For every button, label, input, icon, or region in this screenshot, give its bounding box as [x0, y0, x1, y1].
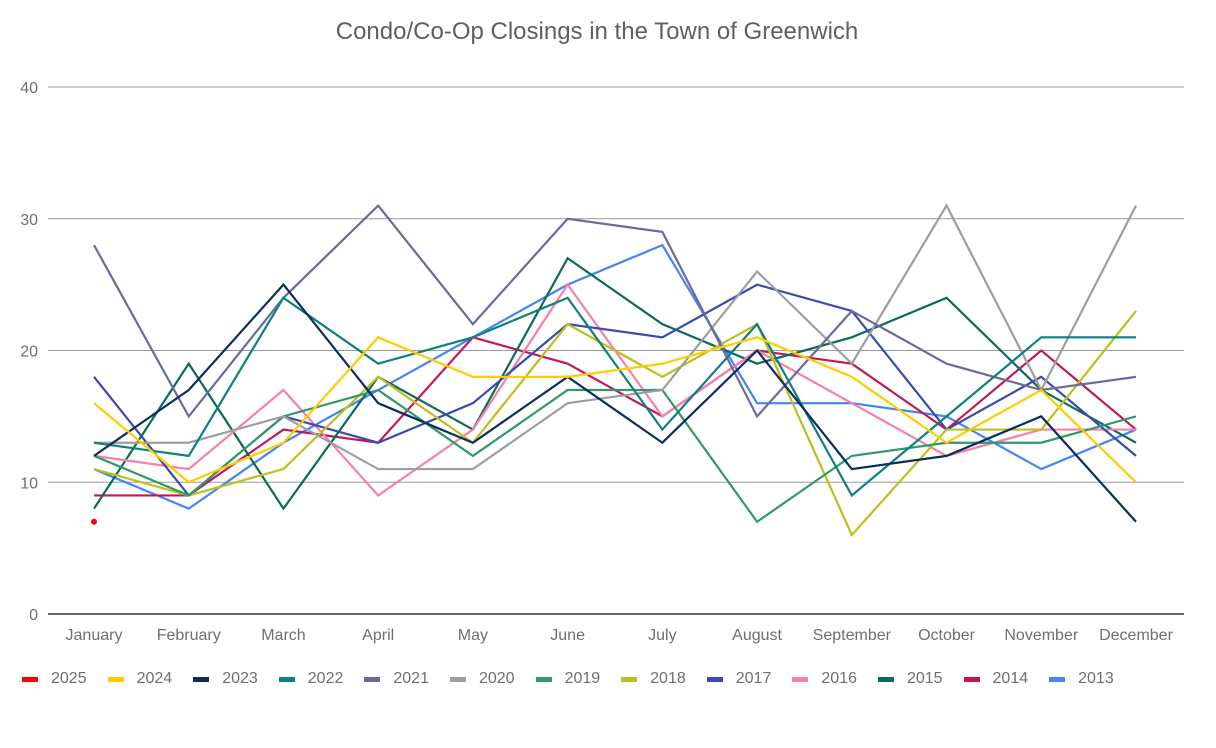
series-line-2024 [93, 336, 1137, 484]
legend-label: 2025 [51, 670, 87, 687]
series-line-2022 [93, 296, 1136, 498]
legend-item-2018[interactable]: 2018 [621, 670, 686, 688]
y-tick-label: 10 [20, 475, 38, 492]
series-2023 [93, 282, 1137, 523]
legend-item-2023[interactable]: 2023 [193, 670, 258, 688]
x-tick-label: April [362, 627, 394, 644]
series-2025 [91, 518, 97, 525]
x-tick-label: January [66, 627, 123, 644]
legend-swatch [877, 676, 894, 682]
legend-swatch [449, 676, 466, 682]
legend-label: 2014 [992, 670, 1029, 687]
x-axis-ticks: January February March April May June July Augu… [66, 627, 1174, 644]
legend-item-2019[interactable]: 2019 [535, 670, 601, 688]
legend-item-2013[interactable]: 2013 [1049, 670, 1114, 688]
legend: 2025 2024 2023 2022 2021 2020 2019 2018 2017 2016… [22, 670, 1135, 688]
series-line-2018 [93, 310, 1137, 537]
legend-label: 2018 [650, 670, 686, 687]
legend-swatch [1049, 676, 1066, 682]
x-tick-label: December [1099, 627, 1173, 644]
legend-label: 2013 [1078, 670, 1114, 687]
legend-swatch [107, 676, 124, 682]
x-tick-label: February [157, 627, 221, 644]
legend-item-2022[interactable]: 2022 [278, 670, 344, 688]
legend-swatch [706, 676, 723, 682]
legend-label: 2016 [821, 670, 857, 687]
x-tick-label: August [732, 627, 782, 644]
legend-label: 2023 [222, 670, 258, 687]
y-tick-label: 30 [20, 212, 38, 229]
legend-swatch [535, 676, 552, 682]
legend-label: 2019 [564, 670, 601, 687]
x-tick-label: March [261, 627, 305, 644]
x-tick-label: September [813, 627, 892, 644]
x-tick-label: November [1004, 627, 1078, 644]
series-2020 [94, 203, 1137, 471]
legend-swatch [193, 676, 210, 682]
series-line-2015 [93, 256, 1137, 511]
series-2018 [93, 310, 1137, 537]
legend-swatch [22, 676, 38, 682]
x-tick-label: June [550, 627, 585, 644]
legend-swatch [364, 676, 381, 682]
series-lines [91, 203, 1137, 537]
series-line-2021 [93, 203, 1137, 419]
series-2022 [93, 296, 1136, 498]
legend-item-2020[interactable]: 2020 [449, 670, 515, 688]
legend-label: 2021 [393, 670, 429, 687]
legend-item-2025[interactable]: 2025 [22, 670, 87, 688]
x-tick-label: May [458, 627, 488, 644]
series-line-2020 [94, 203, 1137, 471]
legend-swatch [278, 676, 295, 682]
series-2021 [93, 203, 1137, 419]
legend-item-2024[interactable]: 2024 [107, 670, 173, 688]
y-tick-label: 0 [29, 607, 38, 624]
series-line-2023 [93, 282, 1137, 523]
series-line-2019 [93, 388, 1137, 524]
series-2013 [93, 243, 1137, 510]
legend-label: 2017 [735, 670, 772, 687]
legend-label: 2024 [136, 670, 173, 687]
series-line-2013 [93, 243, 1137, 510]
y-tick-label: 40 [20, 80, 38, 97]
legend-label: 2020 [478, 670, 515, 687]
series-2015 [93, 256, 1137, 511]
x-tick-label: October [918, 627, 976, 644]
y-tick-label: 20 [20, 344, 38, 361]
chart-title: Condo/Co-Op Closings in the Town of Gree… [335, 18, 859, 45]
x-tick-label: July [648, 627, 676, 644]
series-2024 [93, 336, 1137, 484]
legend-item-2016[interactable]: 2016 [792, 670, 857, 688]
legend-label: 2015 [906, 670, 943, 687]
legend-label: 2022 [307, 670, 344, 687]
legend-swatch [963, 676, 980, 682]
legend-item-2017[interactable]: 2017 [706, 670, 772, 688]
legend-swatch [621, 676, 638, 682]
legend-item-2021[interactable]: 2021 [364, 670, 429, 688]
legend-swatch [792, 676, 809, 682]
line-chart: 0 10 20 30 40 January February March April May Ju… [20, 80, 1184, 644]
legend-item-2014[interactable]: 2014 [963, 670, 1029, 688]
series-2019 [93, 388, 1137, 524]
legend-item-2015[interactable]: 2015 [877, 670, 943, 688]
y-axis-ticks: 0 10 20 30 40 [20, 80, 38, 624]
data-point-2025-january [91, 518, 97, 525]
